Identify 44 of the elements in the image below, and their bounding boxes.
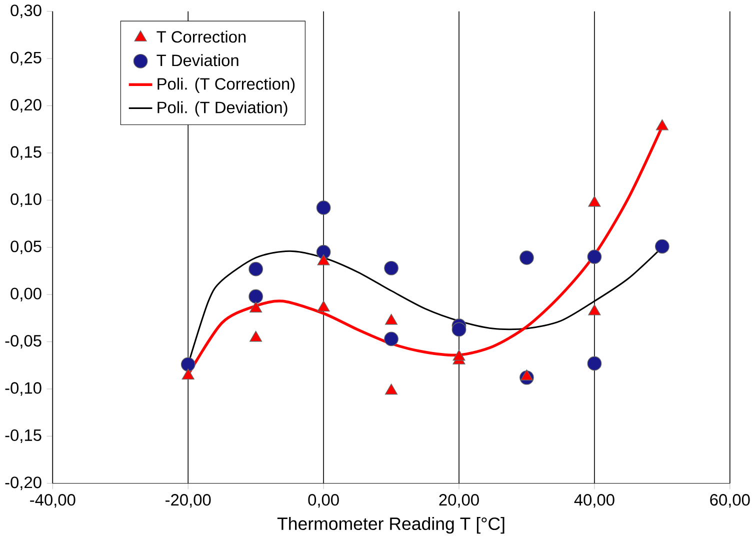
y-tick-label: -0,15 [5, 429, 42, 443]
point [520, 250, 534, 265]
point [385, 384, 398, 395]
point [384, 260, 398, 276]
legend-label: Poli. (T Deviation) [158, 101, 288, 116]
point [250, 301, 262, 312]
y-tick-label: 0,30 [10, 4, 42, 18]
point [452, 322, 466, 337]
y-tick-label: 0,15 [10, 146, 42, 160]
x-tick-label: 60,00 [710, 494, 750, 508]
x-tick-label: 20,00 [439, 494, 479, 508]
point [180, 357, 196, 372]
legend-label: T Deviation [156, 54, 238, 66]
point [248, 289, 264, 304]
y-tick-label: -0,10 [5, 382, 42, 396]
point [316, 244, 331, 260]
x-tick-label: -20,00 [166, 494, 211, 508]
point [520, 369, 533, 380]
point [588, 304, 601, 316]
x-tick-label: 40,00 [574, 494, 614, 508]
y-tick-label: 0,25 [10, 52, 42, 66]
y-tick-label: 0,20 [10, 98, 42, 112]
y-tick-label: -0,20 [5, 476, 42, 490]
x-tick-label: -40,00 [30, 494, 76, 508]
point [317, 300, 330, 312]
point [316, 200, 331, 215]
y-tick-label: 0,00 [10, 288, 42, 302]
point [452, 350, 466, 361]
y-tick-label: -0,05 [5, 334, 42, 348]
point [587, 250, 602, 264]
x-axis-title: Thermometer Reading T [°C] [277, 516, 504, 534]
y-tick-label: 0,10 [10, 193, 42, 207]
point [654, 239, 670, 254]
point [317, 254, 330, 266]
legend-label: Poli. (T Correction) [158, 78, 295, 93]
point [587, 356, 602, 371]
x-tick-label: 0,00 [308, 494, 339, 508]
point [384, 332, 398, 346]
legend-label: T Correction [156, 30, 246, 43]
point [182, 368, 194, 380]
y-tick-label: 0,05 [10, 240, 42, 254]
point [250, 330, 262, 342]
point [385, 314, 398, 325]
point [248, 262, 264, 276]
